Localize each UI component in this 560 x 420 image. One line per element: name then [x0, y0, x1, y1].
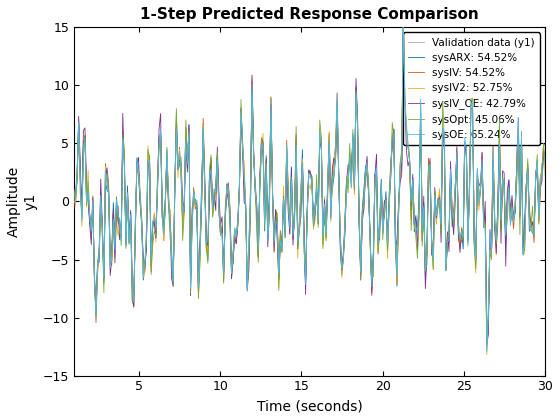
Title: 1-Step Predicted Response Comparison: 1-Step Predicted Response Comparison: [140, 7, 479, 22]
sysIV2: 52.75%: (26.4, -13.2): 52.75%: (26.4, -13.2): [483, 352, 490, 357]
Validation data (y1): [349, 136, 356, 141]
Line: Validation data (y1): Validation data (y1): [74, 20, 545, 349]
sysOpt: 45.06%: (25.5, 8.88): 45.06%: (25.5, 8.88): [469, 96, 476, 101]
Line: sysOpt: 45.06%: sysOpt: 45.06%: [74, 16, 545, 344]
sysOpt: 45.06%: (18.7, -1.26): 45.06%: (18.7, -1.26): [359, 213, 366, 218]
sysOpt: 45.06%: (26.4, -12.2): 45.06%: (26.4, -12.2): [483, 341, 490, 346]
sysARX: 54.52%: (1, 0.666): 54.52%: (1, 0.666): [71, 191, 77, 196]
sysARX: 54.52%: (18.7, -0.607): 54.52%: (18.7, -0.607): [359, 206, 366, 211]
sysOE: 65.24%: (18.3, 1.44): 65.24%: (18.3, 1.44): [351, 182, 358, 187]
Validation data (y1): [501, 181, 507, 186]
Line: sysARX: 54.52%: sysARX: 54.52%: [74, 29, 545, 345]
sysOE: 65.24%: (18.2, 5.88): 65.24%: (18.2, 5.88): [349, 131, 356, 136]
sysIV2: 52.75%: (25.5, 7.93): 52.75%: (25.5, 7.93): [469, 107, 476, 112]
Line: sysIV_OE: 42.79%: sysIV_OE: 42.79%: [74, 19, 545, 344]
sysIV2: 52.75%: (21.3, 15.1): 52.75%: (21.3, 15.1): [400, 24, 407, 29]
sysOE: 65.24%: (1, -0.0937): 65.24%: (1, -0.0937): [71, 200, 77, 205]
Legend: Validation data (y1), sysARX: 54.52%, sysIV: 54.52%, sysIV2: 52.75%, sysIV_OE: 4: Validation data (y1), sysARX: 54.52%, sy…: [403, 32, 540, 145]
sysIV_OE: 42.79%: (1, -0.641): 42.79%: (1, -0.641): [71, 206, 77, 211]
Validation data (y1): [483, 346, 490, 352]
sysOE: 65.24%: (18.7, -0.788): 65.24%: (18.7, -0.788): [359, 208, 366, 213]
sysOpt: 45.06%: (18.3, 0.899): 45.06%: (18.3, 0.899): [351, 189, 358, 194]
Validation data (y1): [359, 210, 366, 215]
sysIV2: 52.75%: (30, 2.24): 52.75%: (30, 2.24): [542, 173, 548, 178]
sysOE: 65.24%: (26.4, -12.9): 65.24%: (26.4, -12.9): [483, 349, 490, 354]
sysIV_OE: 42.79%: (18.7, -1.74): 42.79%: (18.7, -1.74): [359, 219, 366, 224]
sysIV: 54.52%: (25.5, 8.94): 54.52%: (25.5, 8.94): [469, 95, 476, 100]
sysIV: 54.52%: (26.4, -11.8): 54.52%: (26.4, -11.8): [483, 336, 490, 341]
sysIV_OE: 42.79%: (25.5, 7.94): 42.79%: (25.5, 7.94): [469, 107, 476, 112]
sysIV_OE: 42.79%: (27.5, 2.47): 42.79%: (27.5, 2.47): [501, 170, 507, 175]
sysARX: 54.52%: (26.4, -12.4): 54.52%: (26.4, -12.4): [483, 343, 490, 348]
sysOpt: 45.06%: (30, 3.4): 45.06%: (30, 3.4): [542, 160, 548, 165]
sysIV2: 52.75%: (1, 0.284): 52.75%: (1, 0.284): [71, 196, 77, 201]
sysOpt: 45.06%: (1.1, 0.0554): 45.06%: (1.1, 0.0554): [72, 198, 79, 203]
sysIV: 54.52%: (18.3, 0.853): 54.52%: (18.3, 0.853): [351, 189, 358, 194]
sysARX: 54.52%: (30, 4.22): 54.52%: (30, 4.22): [542, 150, 548, 155]
Validation data (y1): [542, 155, 548, 160]
Line: sysIV2: 52.75%: sysIV2: 52.75%: [74, 26, 545, 354]
sysIV_OE: 42.79%: (18.3, 0.941): 42.79%: (18.3, 0.941): [351, 188, 358, 193]
sysIV: 54.52%: (21.3, 15): 54.52%: (21.3, 15): [400, 24, 407, 29]
sysARX: 54.52%: (18.3, 1.93): 54.52%: (18.3, 1.93): [351, 176, 358, 181]
sysIV_OE: 42.79%: (18.2, 5.46): 42.79%: (18.2, 5.46): [349, 136, 356, 141]
sysOE: 65.24%: (30, 3.8): 65.24%: (30, 3.8): [542, 155, 548, 160]
sysOE: 65.24%: (27.5, 1.36): 65.24%: (27.5, 1.36): [501, 183, 507, 188]
sysIV: 54.52%: (30, 3.32): 54.52%: (30, 3.32): [542, 160, 548, 165]
sysOpt: 45.06%: (21.3, 16): 45.06%: (21.3, 16): [400, 13, 407, 18]
sysIV: 54.52%: (1, 0.875): 54.52%: (1, 0.875): [71, 189, 77, 194]
sysIV: 54.52%: (18.2, 5.54): 54.52%: (18.2, 5.54): [349, 134, 356, 139]
sysARX: 54.52%: (27.5, 0.956): 54.52%: (27.5, 0.956): [501, 188, 507, 193]
sysOpt: 45.06%: (27.5, 1.67): 45.06%: (27.5, 1.67): [501, 179, 507, 184]
Validation data (y1): [71, 199, 77, 204]
sysIV_OE: 42.79%: (21.3, 15.7): 42.79%: (21.3, 15.7): [400, 16, 407, 21]
Validation data (y1): [469, 104, 476, 109]
sysIV: 54.52%: (1.1, -0.143): 54.52%: (1.1, -0.143): [72, 201, 79, 206]
Validation data (y1): [400, 18, 407, 23]
sysOE: 65.24%: (21.3, 15.5): 65.24%: (21.3, 15.5): [400, 19, 407, 24]
Y-axis label: Amplitude
y1: Amplitude y1: [7, 166, 37, 237]
sysARX: 54.52%: (1.1, 0.358): 54.52%: (1.1, 0.358): [72, 195, 79, 200]
sysOE: 65.24%: (1.1, 0.102): 65.24%: (1.1, 0.102): [72, 198, 79, 203]
Line: sysIV: 54.52%: sysIV: 54.52%: [74, 27, 545, 339]
Validation data (y1): [72, 199, 79, 204]
sysIV2: 52.75%: (27.5, 1.63): 52.75%: (27.5, 1.63): [501, 180, 507, 185]
sysIV_OE: 42.79%: (26.4, -12.3): 42.79%: (26.4, -12.3): [483, 342, 490, 347]
sysARX: 54.52%: (21.3, 14.8): 54.52%: (21.3, 14.8): [400, 27, 407, 32]
sysIV2: 52.75%: (18.7, -0.996): 52.75%: (18.7, -0.996): [359, 210, 366, 215]
sysIV2: 52.75%: (1.1, -0.409): 52.75%: (1.1, -0.409): [72, 204, 79, 209]
sysARX: 54.52%: (18.2, 5.75): 54.52%: (18.2, 5.75): [349, 132, 356, 137]
sysOE: 65.24%: (25.5, 8.06): 65.24%: (25.5, 8.06): [469, 105, 476, 110]
Line: sysOE: 65.24%: sysOE: 65.24%: [74, 21, 545, 352]
sysIV2: 52.75%: (18.2, 5.24): 52.75%: (18.2, 5.24): [349, 138, 356, 143]
sysIV2: 52.75%: (18.3, 0.57): 52.75%: (18.3, 0.57): [351, 192, 358, 197]
sysOpt: 45.06%: (1, 1.09): 45.06%: (1, 1.09): [71, 186, 77, 192]
sysIV_OE: 42.79%: (30, 4.84): 42.79%: (30, 4.84): [542, 143, 548, 148]
sysOpt: 45.06%: (18.2, 6.2): 45.06%: (18.2, 6.2): [349, 127, 356, 132]
sysIV: 54.52%: (27.5, 0.754): 54.52%: (27.5, 0.754): [501, 190, 507, 195]
sysIV: 54.52%: (18.7, -0.882): 54.52%: (18.7, -0.882): [359, 209, 366, 214]
sysIV_OE: 42.79%: (1.1, 0.678): 42.79%: (1.1, 0.678): [72, 191, 79, 196]
X-axis label: Time (seconds): Time (seconds): [256, 399, 362, 413]
sysARX: 54.52%: (25.5, 8.51): 54.52%: (25.5, 8.51): [469, 100, 476, 105]
Validation data (y1): [351, 182, 358, 187]
